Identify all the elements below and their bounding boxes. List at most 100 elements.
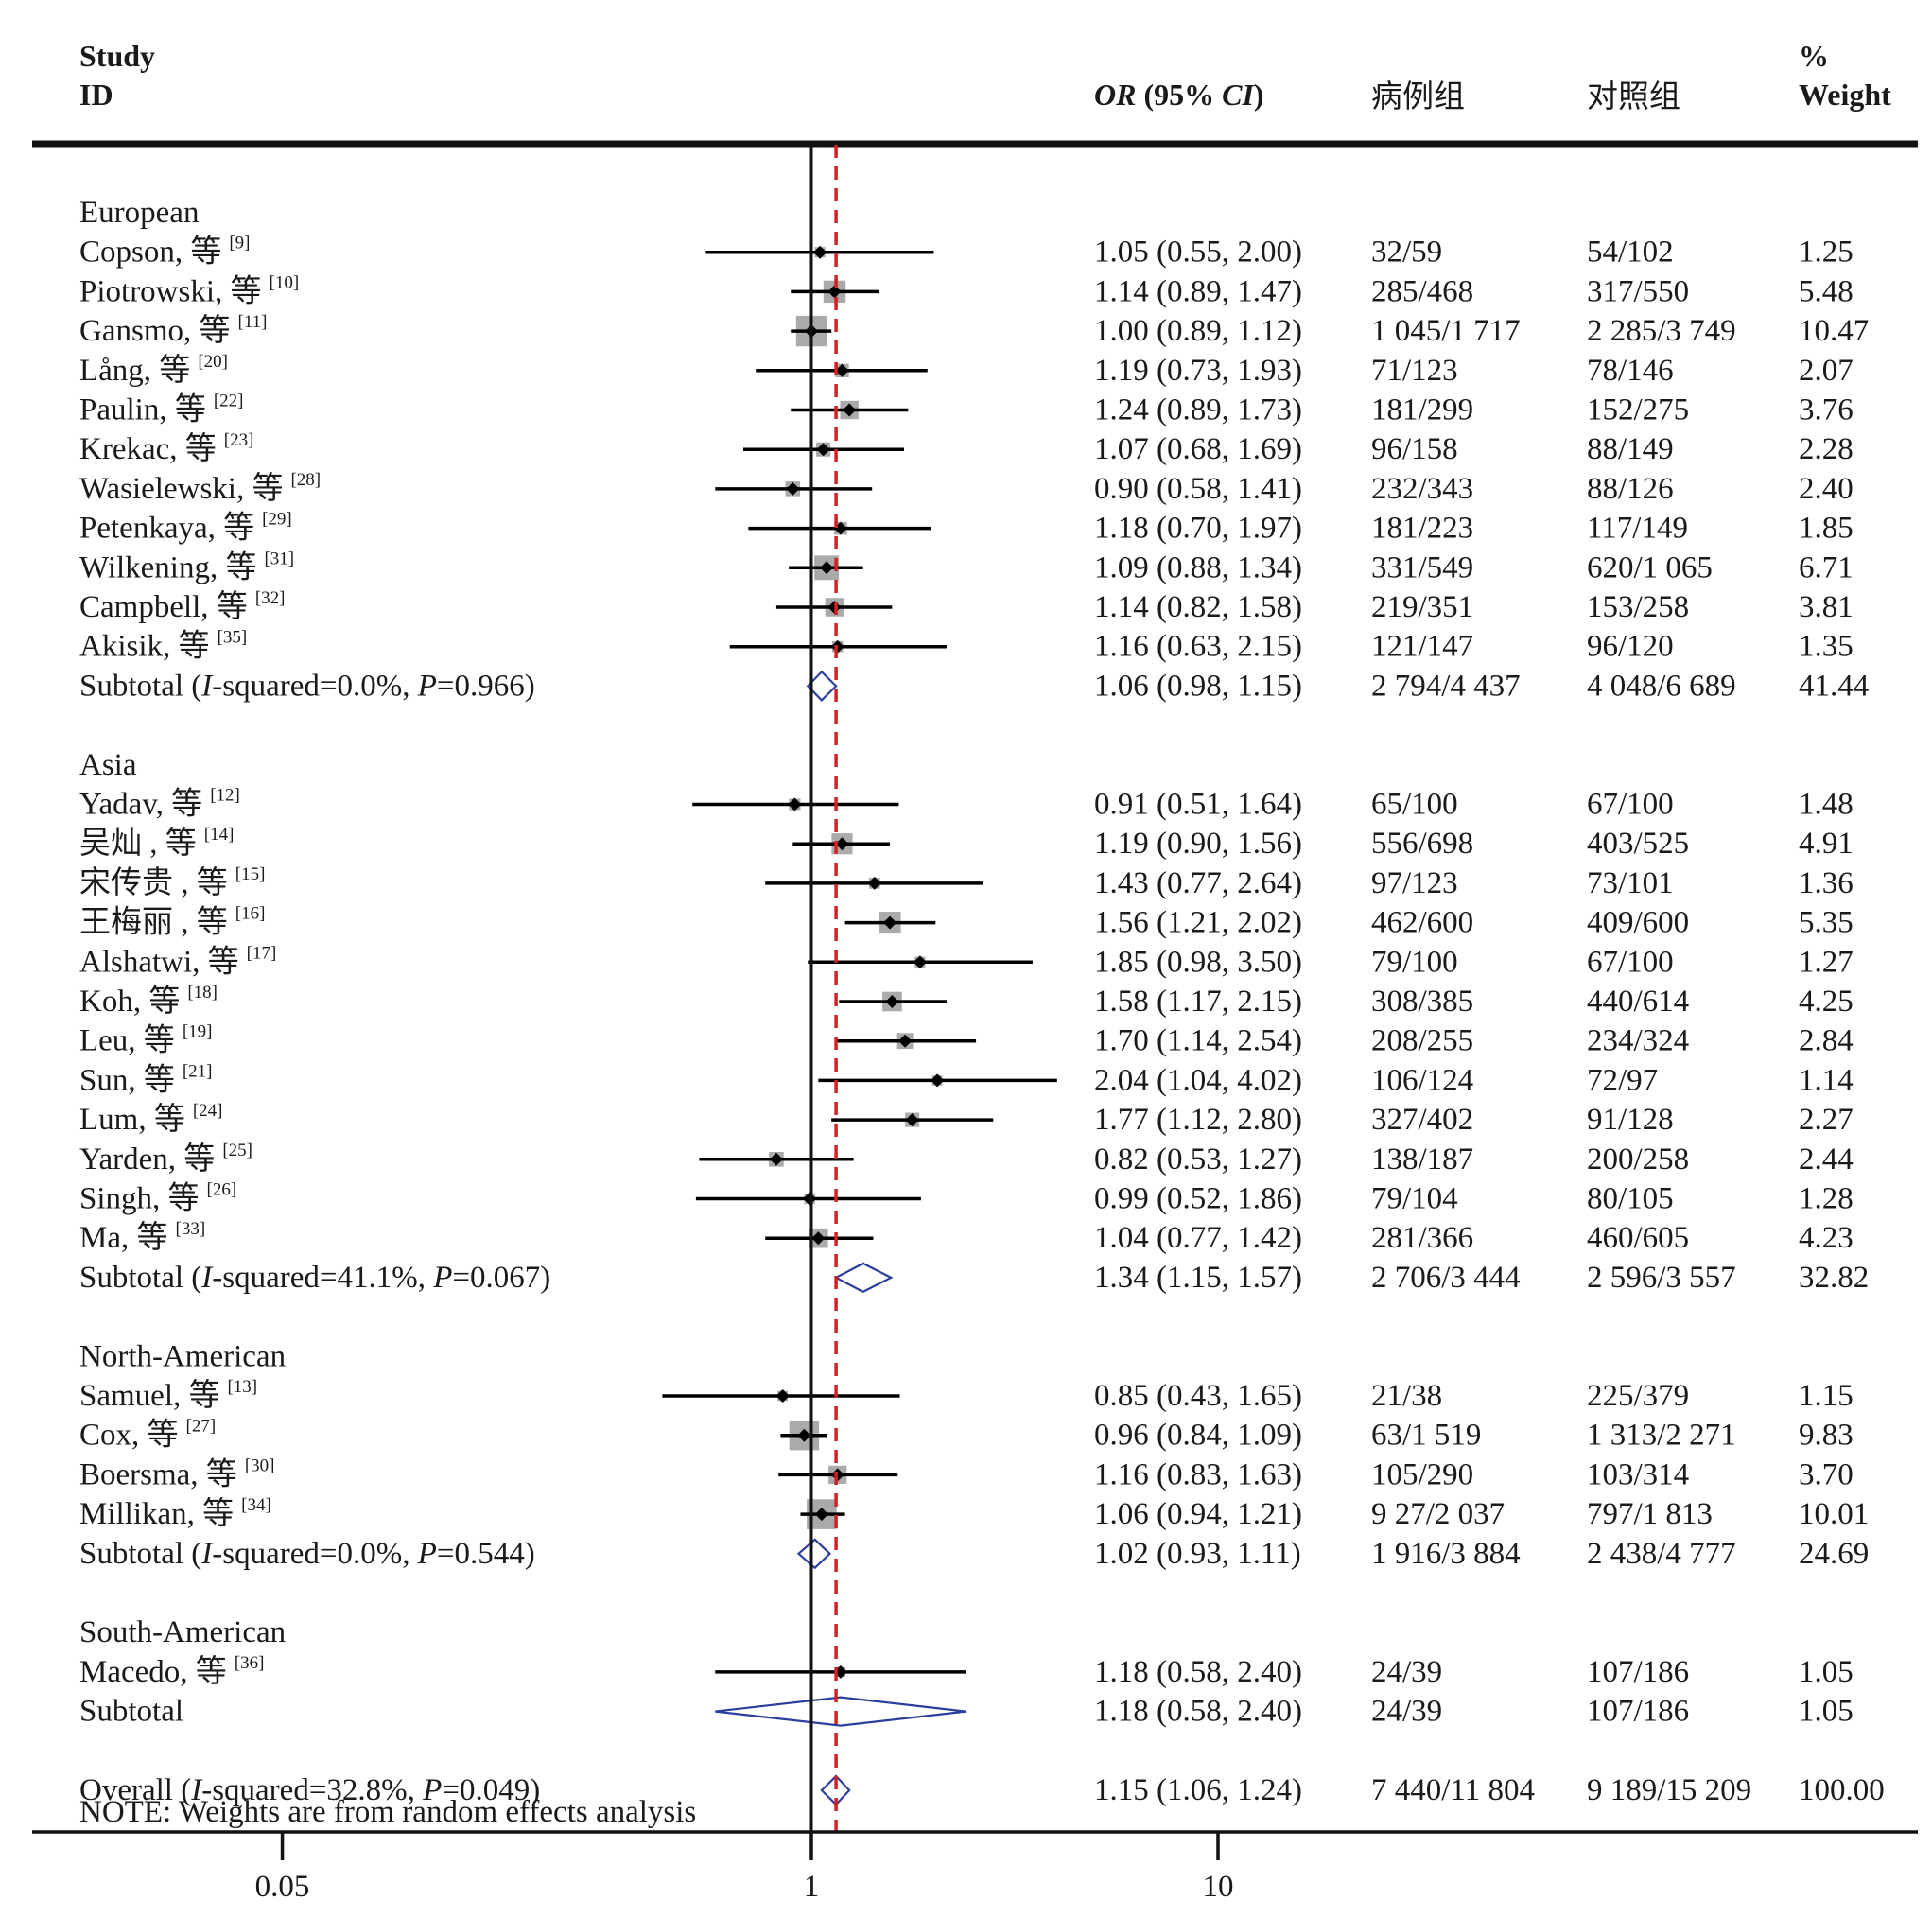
study-reference: [32] <box>255 588 286 608</box>
study-reference: [14] <box>204 825 235 845</box>
weight-value: 5.48 <box>1799 274 1854 308</box>
or-ci-value: 1.24 (0.89, 1.73) <box>1094 393 1302 427</box>
or-header-ci: CI <box>1222 78 1255 112</box>
weight-value: 1.28 <box>1799 1182 1854 1216</box>
weight-value: 1.27 <box>1799 945 1854 979</box>
study-row: Piotrowski, 等 [10] 1.14 (0.89, 1.47) 285/46… <box>79 272 1854 308</box>
study-label: 王梅丽 , 等 [16] <box>79 904 265 940</box>
controls-value: 91/128 <box>1587 1103 1674 1137</box>
x-axis-ticks: 0.05 1 10 <box>255 1832 1234 1904</box>
cases-value: 462/600 <box>1371 906 1473 940</box>
point-estimate <box>835 363 849 377</box>
or-ci-value: 1.19 (0.73, 1.93) <box>1094 354 1302 388</box>
or-ci-value: 1.15 (1.06, 1.24) <box>1094 1773 1302 1807</box>
cases-value: 106/124 <box>1371 1063 1473 1097</box>
study-name: Sun, 等 <box>79 1062 175 1097</box>
point-estimate <box>883 915 897 930</box>
study-row: Cox, 等 [27] 0.96 (0.84, 1.09) 63/1 519 1 313… <box>79 1417 1854 1453</box>
study-row: Campbell, 等 [32] 1.14 (0.82, 1.58) 219/351 1… <box>79 588 1854 624</box>
cases-header: 病例组 <box>1371 79 1465 114</box>
study-reference: [18] <box>187 983 218 1003</box>
weight-value: 1.05 <box>1799 1695 1854 1729</box>
study-name: Millikan, 等 <box>79 1496 234 1531</box>
controls-value: 88/149 <box>1587 432 1674 466</box>
study-label: Lum, 等 [24] <box>79 1101 222 1137</box>
point-estimate <box>820 561 834 575</box>
or-ci-value: 1.16 (0.83, 1.63) <box>1094 1457 1302 1491</box>
controls-value: 2 438/4 777 <box>1587 1537 1736 1571</box>
controls-value: 317/550 <box>1587 274 1689 308</box>
study-name: Macedo, 等 <box>79 1654 227 1689</box>
study-label: Macedo, 等 [36] <box>79 1653 264 1689</box>
controls-value: 67/100 <box>1587 788 1674 822</box>
study-label: Petenkaya, 等 [29] <box>79 510 292 546</box>
study-row: Petenkaya, 等 [29] 1.18 (0.70, 1.97) 181/223… <box>79 510 1854 546</box>
group-label: South-American <box>79 1615 286 1649</box>
study-reference: [22] <box>214 392 244 411</box>
study-row: Boersma, 等 [30] 1.16 (0.83, 1.63) 105/290 10… <box>79 1456 1854 1491</box>
study-label: Krekac, 等 [23] <box>79 430 253 466</box>
controls-value: 88/126 <box>1587 472 1674 506</box>
point-estimate <box>867 876 881 890</box>
or-ci-value: 0.96 (0.84, 1.09) <box>1094 1419 1302 1453</box>
summary-label-prefix: Subtotal ( <box>79 669 201 703</box>
controls-value: 107/186 <box>1587 1695 1689 1729</box>
point-estimate <box>931 1073 945 1088</box>
study-reference: [21] <box>183 1061 213 1081</box>
study-name: Piotrowski, 等 <box>79 273 262 308</box>
or-ci-value: 1.34 (1.15, 1.57) <box>1094 1261 1302 1295</box>
cases-value: 1 045/1 717 <box>1371 314 1521 348</box>
weight-value: 2.40 <box>1799 472 1854 506</box>
study-label: Cox, 等 [27] <box>79 1417 216 1453</box>
study-name: 吴灿 , 等 <box>79 826 197 861</box>
or-ci-value: 1.05 (0.55, 2.00) <box>1094 235 1302 270</box>
controls-value: 409/600 <box>1587 906 1689 940</box>
or-ci-value: 0.91 (0.51, 1.64) <box>1094 788 1302 822</box>
study-row: Akisik, 等 [35] 1.16 (0.63, 2.15) 121/147 96/… <box>79 628 1854 664</box>
study-row: Yarden, 等 [25] 0.82 (0.53, 1.27) 138/187 200… <box>79 1141 1854 1177</box>
reference-lines <box>809 142 838 1832</box>
or-ci-value: 1.09 (0.88, 1.34) <box>1094 550 1302 584</box>
study-reference: [25] <box>222 1141 252 1160</box>
study-row: Alshatwi, 等 [17] 1.85 (0.98, 3.50) 79/100 67… <box>79 943 1854 979</box>
study-label: Piotrowski, 等 [10] <box>79 272 299 308</box>
study-reference: [12] <box>210 786 240 806</box>
study-row: Lum, 等 [24] 1.77 (1.12, 2.80) 327/402 91/128… <box>79 1101 1854 1137</box>
study-name: Leu, 等 <box>79 1023 175 1058</box>
cases-value: 556/698 <box>1371 827 1473 861</box>
or-ci-value: 1.77 (1.12, 2.80) <box>1094 1103 1302 1137</box>
study-reference: [30] <box>245 1456 275 1475</box>
study-name: Paulin, 等 <box>79 392 206 427</box>
cases-value: 63/1 519 <box>1371 1419 1481 1453</box>
study-row: Macedo, 等 [36] 1.18 (0.58, 2.40) 24/39 107/1… <box>79 1653 1854 1689</box>
cases-value: 71/123 <box>1371 354 1458 388</box>
controls-value: 440/614 <box>1587 985 1689 1019</box>
or-ci-header: OR (95% CI) <box>1094 78 1264 112</box>
study-name: Wasielewski, 等 <box>79 471 283 506</box>
point-estimate <box>813 245 827 259</box>
study-label: Boersma, 等 [30] <box>79 1456 274 1491</box>
weight-value: 4.25 <box>1799 985 1854 1019</box>
controls-value: 2 596/3 557 <box>1587 1261 1736 1295</box>
subtotal-diamond <box>806 670 838 702</box>
or-ci-value: 1.04 (0.77, 1.42) <box>1094 1221 1302 1255</box>
point-estimate <box>814 1508 828 1522</box>
or-ci-value: 1.16 (0.63, 2.15) <box>1094 630 1302 664</box>
study-reference: [36] <box>235 1653 265 1673</box>
controls-value: 460/605 <box>1587 1221 1689 1255</box>
study-name: 王梅丽 , 等 <box>79 905 228 940</box>
weight-value: 1.48 <box>1799 788 1854 822</box>
controls-value: 73/101 <box>1587 866 1674 900</box>
or-header-or: OR <box>1094 78 1136 112</box>
study-label: Paulin, 等 [22] <box>79 392 244 427</box>
study-row: Koh, 等 [18] 1.58 (1.17, 2.15) 308/385 440/61… <box>79 983 1854 1019</box>
cases-value: 281/366 <box>1371 1221 1473 1255</box>
or-ci-value: 1.18 (0.58, 2.40) <box>1094 1695 1302 1729</box>
point-estimate <box>786 481 800 496</box>
group-label: Asia <box>79 748 137 782</box>
summary-label-prefix: Subtotal <box>79 1695 183 1729</box>
cases-value: 32/59 <box>1371 235 1442 270</box>
weight-value: 3.70 <box>1799 1457 1854 1491</box>
study-name: Wilkening, 等 <box>79 549 256 584</box>
study-label: Yadav, 等 [12] <box>79 786 240 822</box>
